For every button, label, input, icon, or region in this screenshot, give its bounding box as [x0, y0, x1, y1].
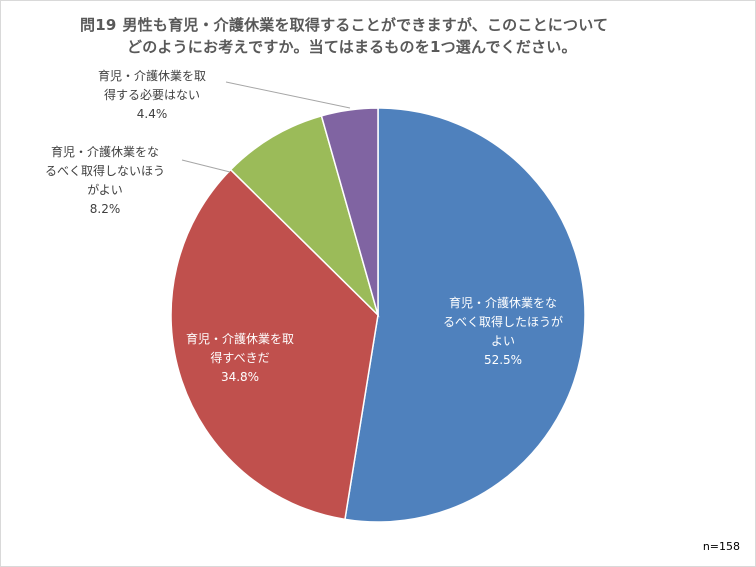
- slice-should-take: [170, 168, 379, 521]
- label-avoid-if-possible: 育児・介護休業をなるべく取得しないほうがよい 8.2%: [45, 144, 165, 216]
- data-label-value: 8.2%: [90, 202, 121, 216]
- data-label-text: 得する必要はない: [104, 87, 200, 102]
- data-label-text: るべく取得しないほう: [45, 163, 165, 178]
- title-line-1: 男性も育児・介護休業を取得することができますが、このことについて: [122, 16, 609, 34]
- data-label-value: 34.8%: [221, 370, 259, 384]
- slice-take-if-possible: [344, 107, 586, 523]
- label-should-take: 育児・介護休業を取得すべきだ 34.8%: [186, 331, 294, 384]
- data-label-text: がよい: [87, 182, 122, 197]
- data-label-value: 4.4%: [137, 107, 168, 121]
- sample-size-label: n=158: [702, 540, 740, 553]
- data-label-text: よい: [491, 334, 515, 348]
- data-label-value: 52.5%: [484, 353, 522, 367]
- data-label-text: るべく取得したほうが: [443, 314, 563, 329]
- data-label-text: 育児・介護休業をな: [449, 295, 557, 310]
- question-number: 問19: [80, 16, 117, 34]
- data-label-text: 育児・介護休業を取: [98, 68, 206, 83]
- chart-title: 問19 男性も育児・介護休業を取得することができますが、このことについて どのよう…: [80, 14, 720, 58]
- leader-line: [181, 159, 231, 173]
- slice-avoid-if-possible: [229, 114, 380, 318]
- title-line-2: どのようにお考えですか。当てはまるものを1つ選んでください。: [127, 38, 577, 56]
- data-label-text: 育児・介護休業をな: [51, 144, 159, 159]
- leader-line: [225, 81, 351, 109]
- data-label-text: 育児・介護休業を取: [186, 331, 294, 346]
- label-not-necessary: 育児・介護休業を取得する必要はない 4.4%: [98, 68, 206, 121]
- slice-not-necessary: [320, 107, 379, 316]
- label-take-if-possible: 育児・介護休業をなるべく取得したほうがよい 52.5%: [443, 295, 563, 367]
- data-label-text: 得すべきだ: [210, 350, 269, 365]
